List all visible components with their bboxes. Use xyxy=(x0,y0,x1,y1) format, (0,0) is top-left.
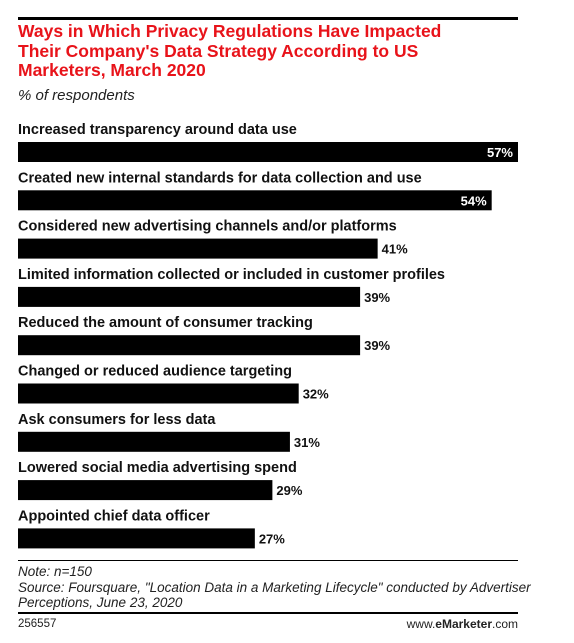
bar xyxy=(18,480,273,501)
bar xyxy=(18,383,299,404)
bar xyxy=(18,190,492,211)
chart-subtitle: % of respondents xyxy=(18,87,135,104)
bar xyxy=(18,142,518,162)
bar-label: Ask consumers for less data xyxy=(18,412,216,428)
bar-value-label: 27% xyxy=(259,531,285,546)
footer-rule xyxy=(18,612,518,614)
bar-label: Appointed chief data officer xyxy=(18,508,210,524)
brand-link[interactable]: www.eMarketer.com xyxy=(407,617,518,631)
bar-value-label: 39% xyxy=(364,338,390,353)
bar-label: Created new internal standards for data … xyxy=(18,170,422,186)
bar-label: Reduced the amount of consumer tracking xyxy=(18,315,313,331)
bar-chart: Increased transparency around data use 57… xyxy=(18,122,518,549)
chart-source: Source: Foursquare, "Location Data in a … xyxy=(18,580,531,610)
bar xyxy=(18,335,361,356)
bar-label: Increased transparency around data use xyxy=(18,122,297,138)
bar-label: Considered new advertising channels and/… xyxy=(18,219,397,235)
bar-value-label: 39% xyxy=(364,290,390,305)
bar xyxy=(18,238,378,259)
bar-value-label: 41% xyxy=(382,242,408,257)
bar-value-label: 57% xyxy=(487,145,513,160)
bar-value-label: 29% xyxy=(276,483,302,498)
brand-suffix: .com xyxy=(491,617,518,631)
bar-label: Limited information collected or include… xyxy=(18,267,445,283)
chart-title: Ways in Which Privacy Regulations Have I… xyxy=(18,21,442,80)
bar-label: Lowered social media advertising spend xyxy=(18,460,297,476)
bar-value-label: 54% xyxy=(461,193,487,208)
top-rule xyxy=(18,17,518,20)
bar-value-label: 32% xyxy=(303,387,329,402)
bottom-rule xyxy=(18,560,518,561)
bar-value-label: 31% xyxy=(294,435,320,450)
bar xyxy=(18,431,290,452)
bar-label: Changed or reduced audience targeting xyxy=(18,364,292,380)
brand-name: eMarketer xyxy=(435,617,492,631)
bar xyxy=(18,528,255,549)
chart-id: 256557 xyxy=(18,618,57,630)
chart-note: Note: n=150 xyxy=(18,564,92,579)
brand-prefix: www. xyxy=(406,617,436,631)
bar xyxy=(18,286,361,307)
